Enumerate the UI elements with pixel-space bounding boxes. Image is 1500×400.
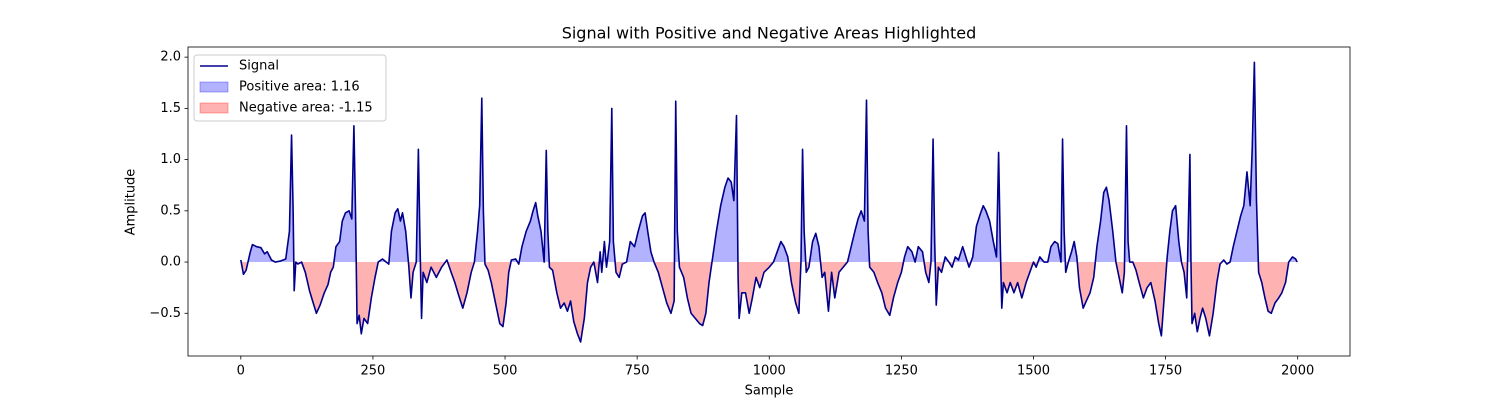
y-tick-label: 1.5 xyxy=(160,101,181,116)
x-tick-label: 2000 xyxy=(1281,364,1314,379)
legend-label: Positive area: 1.16 xyxy=(239,80,360,95)
x-tick-label: 500 xyxy=(493,364,518,379)
legend-box xyxy=(193,54,387,122)
x-axis-label: Sample xyxy=(745,384,794,399)
signal-line xyxy=(240,61,1298,343)
y-tick-label: 2.0 xyxy=(160,50,181,65)
x-tick-label: 1000 xyxy=(753,364,786,379)
legend: Signal Positive area: 1.16 Negative area: … xyxy=(193,54,387,122)
y-tick-label: 0.5 xyxy=(160,203,181,218)
legend-patch xyxy=(199,102,229,114)
x-tick-label: 1500 xyxy=(1017,364,1050,379)
x-tick-label: 1250 xyxy=(885,364,918,379)
x-tick-label: 750 xyxy=(625,364,650,379)
area-fill xyxy=(240,62,1298,263)
x-tick-label: 1750 xyxy=(1149,364,1182,379)
y-tick-label: −0.5 xyxy=(149,306,181,321)
legend-label: Negative area: -1.15 xyxy=(239,101,373,116)
x-tick-label: 250 xyxy=(361,364,386,379)
legend-patch xyxy=(199,81,229,93)
y-tick-label: 1.0 xyxy=(160,152,181,167)
legend-label: Signal xyxy=(239,59,279,74)
x-tick-label: 0 xyxy=(237,364,245,379)
y-axis-label: Amplitude xyxy=(124,169,139,236)
chart-title: Signal with Positive and Negative Areas … xyxy=(562,24,977,43)
y-tick-label: 0.0 xyxy=(160,255,181,270)
